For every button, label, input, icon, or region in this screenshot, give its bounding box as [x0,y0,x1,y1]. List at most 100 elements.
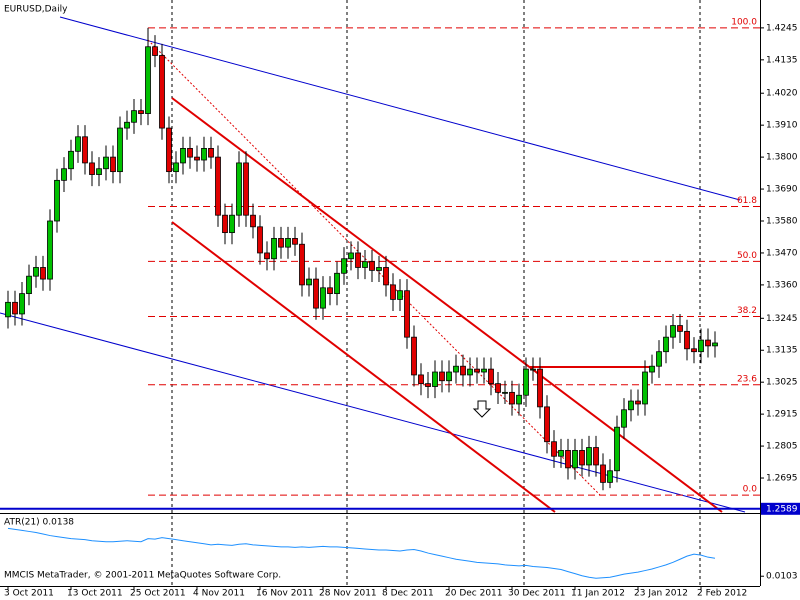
candle-body [355,252,361,268]
candle-body [327,287,333,295]
candle-body [173,162,179,173]
candle-body [523,368,529,396]
candle-body [26,275,32,295]
chart-title: EURUSD,Daily [4,5,68,15]
candle-body [551,441,557,457]
candle-body [96,168,102,175]
candle-body [124,121,130,129]
candle-body [621,409,627,428]
candle-body [586,447,592,466]
candle-body [61,168,67,181]
candle-body [362,261,368,268]
x-tick-label: 20 Dec 2011 [445,589,503,599]
candle-body [656,351,662,367]
candle-body [138,110,144,114]
y-tick-label: 1.3360 [766,280,798,290]
x-tick-label: 16 Nov 2011 [256,589,314,599]
y-tick-label: 1.4135 [766,55,798,65]
candle-body [404,290,410,338]
candle-body [299,243,305,286]
plot: 100.0 61.8 50.0 38.2 23.6 0.0 [0,17,760,579]
candle-body [117,127,123,173]
candle-body [467,368,473,376]
candle-body [712,342,718,347]
x-tick-label: 3 Oct 2011 [4,589,54,599]
y-tick-label: 1.3800 [766,153,798,163]
candle-body [593,447,599,466]
candle-body [425,383,431,387]
candle-body [474,368,480,373]
candle-body [47,220,53,280]
candle-body [544,406,550,443]
candle-body [68,150,74,170]
candle-body [131,110,137,123]
x-tick-label: 2 Feb 2012 [697,589,747,599]
fib-label: 0.0 [743,485,758,495]
candle-body [320,287,326,309]
x-tick-label: 4 Nov 2011 [193,589,245,599]
candle-body [628,400,634,411]
y-tick-label: 1.2915 [766,410,798,420]
candle-body [383,267,389,286]
candle-body [432,371,438,387]
candle-body [271,238,277,260]
candle-body [306,278,312,286]
candle-body [40,267,46,280]
candle-body [33,267,39,277]
candle-body [537,368,543,408]
channel-line [171,221,556,513]
candle-body [516,394,522,405]
candle-body [180,148,186,164]
candle-body [481,368,487,373]
candle-body [187,148,193,158]
candle-body [376,267,382,271]
candle-body [439,371,445,382]
candle-body [257,226,263,254]
candle-body [264,252,270,260]
candle-body [488,368,494,385]
x-tick-label: 8 Dec 2011 [382,589,434,599]
candle-body [292,238,298,245]
indicator-title: ATR(21) 0.0138 [4,518,74,528]
candle-body [614,426,620,472]
candle-body [348,252,354,260]
indicator-y-tick-label: 0.0103 [766,572,798,582]
current-price-label: 1.2589 [766,504,798,514]
candle-body [446,371,452,382]
y-tick-label: 1.3025 [766,378,798,388]
y-tick-label: 1.3580 [766,217,798,227]
candle-body [75,136,81,152]
candle-body [229,214,235,234]
y-tick-label: 1.3135 [766,346,798,356]
candle-body [565,450,571,469]
candle-body [684,330,690,350]
candle-body [495,383,501,393]
candle-body [89,162,95,175]
candle-body [5,301,11,318]
candle-body [250,214,256,228]
down-arrow [472,400,492,418]
candle-body [572,450,578,469]
candle-body [166,127,172,173]
y-tick-label: 1.3245 [766,314,798,324]
candle-body [530,368,536,371]
trend-line [59,16,741,201]
candle-body [649,365,655,373]
y-tick-label: 1.3690 [766,185,798,195]
candle-body [19,293,25,315]
copyright: MMCIS MetaTrader, © 2001-2011 MetaQuotes… [4,571,281,581]
candle-body [502,391,508,394]
candle-body [236,162,242,216]
fib-label: 61.8 [737,196,757,206]
fib-label: 100.0 [731,17,757,27]
candle-body [208,148,214,158]
candle-body [698,339,704,353]
candle-body [341,258,347,274]
candle-body [453,365,459,373]
channel-line [171,97,723,513]
x-tick-label: 23 Jan 2012 [634,589,688,599]
candle-body [418,374,424,385]
candle-body [222,214,228,234]
trend-line [0,312,746,513]
